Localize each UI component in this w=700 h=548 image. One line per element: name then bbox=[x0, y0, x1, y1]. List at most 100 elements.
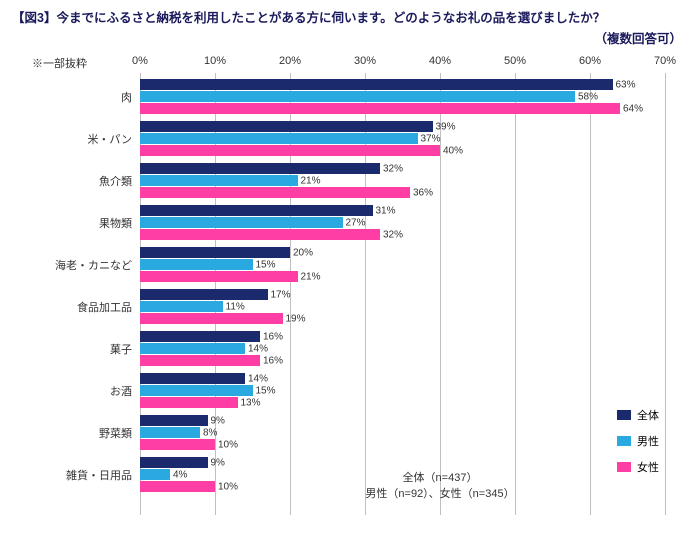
bar-value-label: 37% bbox=[418, 133, 441, 144]
bar: 10% bbox=[140, 481, 215, 492]
bar-value-label: 16% bbox=[260, 355, 283, 366]
bar-value-label: 36% bbox=[410, 187, 433, 198]
bar: 15% bbox=[140, 385, 253, 396]
bar: 20% bbox=[140, 247, 290, 258]
legend-item: 男性 bbox=[617, 433, 659, 449]
bar: 32% bbox=[140, 229, 380, 240]
bar-value-label: 32% bbox=[380, 229, 403, 240]
bar: 16% bbox=[140, 355, 260, 366]
bar-value-label: 39% bbox=[433, 121, 456, 132]
x-axis-tick-label: 40% bbox=[429, 55, 451, 67]
legend-swatch bbox=[617, 462, 631, 472]
x-axis-tick-label: 50% bbox=[504, 55, 526, 67]
bar-value-label: 15% bbox=[253, 259, 276, 270]
bar: 64% bbox=[140, 103, 620, 114]
legend-item: 女性 bbox=[617, 459, 659, 475]
bar-groups: 肉63%58%64%米・パン39%37%40%魚介類32%21%36%果物類31… bbox=[140, 77, 665, 497]
category-label: 食品加工品 bbox=[10, 299, 140, 315]
bar: 8% bbox=[140, 427, 200, 438]
bar-value-label: 15% bbox=[253, 385, 276, 396]
bar-value-label: 32% bbox=[380, 163, 403, 174]
bar-value-label: 31% bbox=[373, 205, 396, 216]
x-axis-tick-label: 30% bbox=[354, 55, 376, 67]
bar-value-label: 11% bbox=[223, 301, 245, 312]
bar-value-label: 19% bbox=[283, 313, 306, 324]
bar-group: 野菜類9%8%10% bbox=[140, 413, 665, 453]
bar-value-label: 21% bbox=[298, 271, 321, 282]
bar: 39% bbox=[140, 121, 433, 132]
bar: 32% bbox=[140, 163, 380, 174]
bar: 21% bbox=[140, 175, 298, 186]
category-label: 雑貨・日用品 bbox=[10, 467, 140, 483]
category-label: 果物類 bbox=[10, 215, 140, 231]
legend-label: 男性 bbox=[637, 433, 659, 449]
category-label: 魚介類 bbox=[10, 173, 140, 189]
bar: 10% bbox=[140, 439, 215, 450]
bar-group: 肉63%58%64% bbox=[140, 77, 665, 117]
chart-area: ※一部抜粋 0%10%20%30%40%50%60%70% 肉63%58%64%… bbox=[140, 55, 665, 515]
legend-label: 全体 bbox=[637, 407, 659, 423]
chart-title: 【図3】今までにふるさと納税を利用したことがある方に伺います。どのようなお礼の品… bbox=[0, 0, 700, 28]
legend-swatch bbox=[617, 410, 631, 420]
bar: 14% bbox=[140, 343, 245, 354]
bar: 9% bbox=[140, 457, 208, 468]
bar: 19% bbox=[140, 313, 283, 324]
bar-group: 果物類31%27%32% bbox=[140, 203, 665, 243]
excerpt-note: ※一部抜粋 bbox=[32, 55, 87, 71]
bar-value-label: 4% bbox=[170, 469, 187, 480]
category-label: 肉 bbox=[10, 89, 140, 105]
bar-value-label: 8% bbox=[200, 427, 217, 438]
bar: 27% bbox=[140, 217, 343, 228]
bar: 9% bbox=[140, 415, 208, 426]
x-axis-labels: 0%10%20%30%40%50%60%70% bbox=[140, 55, 665, 73]
bar-value-label: 13% bbox=[238, 397, 261, 408]
x-axis-tick-label: 60% bbox=[579, 55, 601, 67]
bar-value-label: 58% bbox=[575, 91, 598, 102]
gridline bbox=[665, 73, 666, 515]
bar-value-label: 64% bbox=[620, 103, 643, 114]
x-axis-tick-label: 10% bbox=[204, 55, 226, 67]
bar: 36% bbox=[140, 187, 410, 198]
n-note-line2: 男性（n=92）、女性（n=345） bbox=[340, 486, 540, 503]
bar: 4% bbox=[140, 469, 170, 480]
x-axis-tick-label: 0% bbox=[132, 55, 148, 67]
legend-label: 女性 bbox=[637, 459, 659, 475]
category-label: 海老・カニなど bbox=[10, 257, 140, 273]
x-axis-tick-label: 20% bbox=[279, 55, 301, 67]
bar-value-label: 9% bbox=[208, 415, 225, 426]
bar-group: 魚介類32%21%36% bbox=[140, 161, 665, 201]
bar-value-label: 14% bbox=[245, 343, 268, 354]
bar: 37% bbox=[140, 133, 418, 144]
category-label: 野菜類 bbox=[10, 425, 140, 441]
bar: 11% bbox=[140, 301, 223, 312]
category-label: 米・パン bbox=[10, 131, 140, 147]
category-label: お酒 bbox=[10, 383, 140, 399]
bar-value-label: 16% bbox=[260, 331, 283, 342]
bar: 14% bbox=[140, 373, 245, 384]
bar: 21% bbox=[140, 271, 298, 282]
n-note-line1: 全体（n=437） bbox=[340, 470, 540, 487]
bar-value-label: 9% bbox=[208, 457, 225, 468]
bar-value-label: 21% bbox=[298, 175, 321, 186]
bar: 31% bbox=[140, 205, 373, 216]
bar-group: 食品加工品17%11%19% bbox=[140, 287, 665, 327]
bar: 63% bbox=[140, 79, 613, 90]
bar-group: お酒14%15%13% bbox=[140, 371, 665, 411]
x-axis-tick-label: 70% bbox=[654, 55, 676, 67]
bar-value-label: 40% bbox=[440, 145, 463, 156]
bar-value-label: 27% bbox=[343, 217, 366, 228]
bar-group: 菓子16%14%16% bbox=[140, 329, 665, 369]
bar: 13% bbox=[140, 397, 238, 408]
bar-value-label: 14% bbox=[245, 373, 268, 384]
sample-size-note: 全体（n=437） 男性（n=92）、女性（n=345） bbox=[340, 470, 540, 503]
bar-group: 米・パン39%37%40% bbox=[140, 119, 665, 159]
category-label: 菓子 bbox=[10, 341, 140, 357]
legend-swatch bbox=[617, 436, 631, 446]
bar-value-label: 17% bbox=[268, 289, 291, 300]
bar-value-label: 20% bbox=[290, 247, 313, 258]
bar: 15% bbox=[140, 259, 253, 270]
bar: 17% bbox=[140, 289, 268, 300]
bar-value-label: 10% bbox=[215, 481, 238, 492]
legend: 全体男性女性 bbox=[617, 407, 659, 485]
bar: 40% bbox=[140, 145, 440, 156]
